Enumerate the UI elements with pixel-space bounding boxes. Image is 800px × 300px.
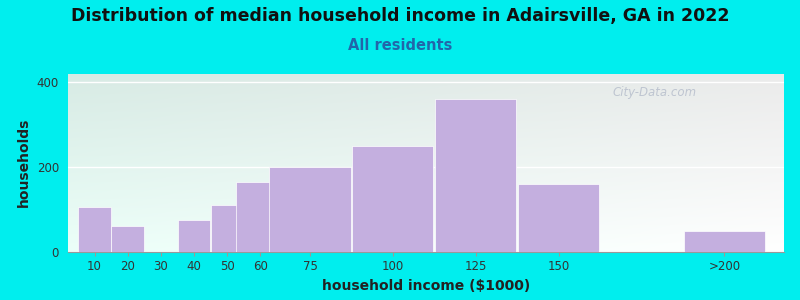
Bar (211, 205, 243, 252)
Bar (435, 99, 516, 252)
Bar (352, 146, 434, 252)
Y-axis label: households: households (17, 118, 31, 207)
Bar (270, 167, 350, 252)
Bar (178, 220, 210, 252)
Text: Distribution of median household income in Adairsville, GA in 2022: Distribution of median household income … (70, 8, 730, 26)
X-axis label: household income ($1000): household income ($1000) (322, 279, 530, 293)
Bar (684, 231, 765, 252)
Text: All residents: All residents (348, 38, 452, 52)
Bar (236, 182, 285, 252)
Bar (518, 184, 599, 252)
Bar (78, 207, 110, 252)
Text: City-Data.com: City-Data.com (612, 86, 696, 99)
Bar (111, 226, 144, 252)
